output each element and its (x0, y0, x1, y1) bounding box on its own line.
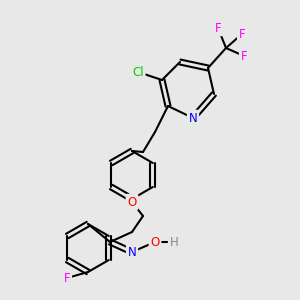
Text: O: O (128, 196, 136, 208)
Text: F: F (215, 22, 221, 34)
Text: F: F (64, 272, 70, 284)
Text: Cl: Cl (132, 65, 144, 79)
Text: N: N (128, 245, 136, 259)
Text: H: H (169, 236, 178, 248)
Text: F: F (241, 50, 247, 62)
Text: F: F (239, 28, 245, 40)
Text: O: O (150, 236, 160, 248)
Text: N: N (189, 112, 197, 124)
